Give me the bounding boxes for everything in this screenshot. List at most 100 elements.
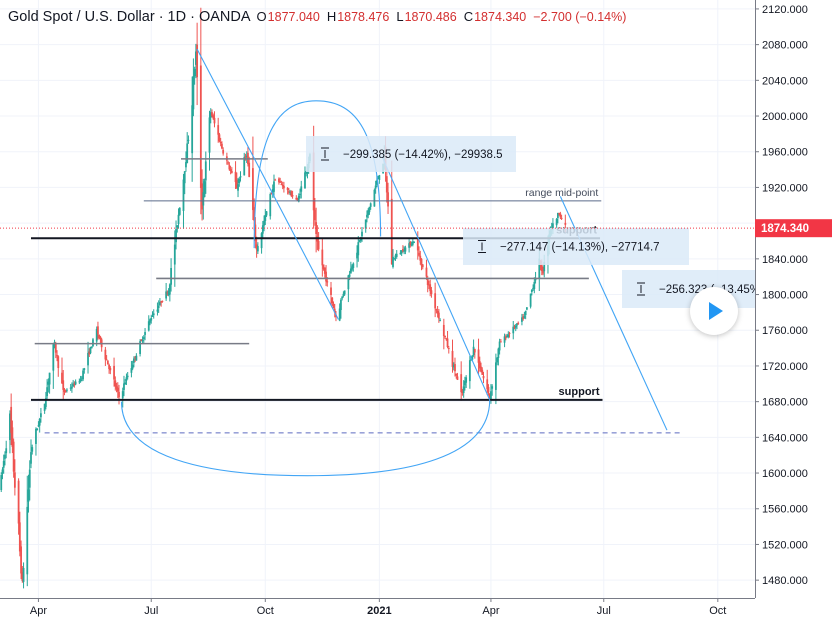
candle	[413, 241, 415, 244]
candle	[62, 370, 65, 400]
candle	[248, 156, 251, 178]
candle-body	[473, 349, 476, 353]
candle-body	[524, 310, 527, 316]
candle-body	[542, 270, 544, 274]
candle-body	[264, 215, 267, 221]
candle	[123, 375, 125, 397]
candle-body	[5, 448, 8, 454]
candle	[79, 375, 82, 383]
candle	[28, 460, 31, 501]
candle	[290, 190, 293, 198]
candle	[239, 171, 242, 182]
candle	[185, 151, 187, 172]
candle-body	[393, 257, 396, 259]
candle	[89, 346, 92, 355]
candle	[176, 224, 179, 233]
candle-body	[330, 287, 332, 295]
candle	[425, 259, 428, 280]
candle-body	[538, 258, 541, 279]
candle	[278, 177, 280, 185]
candle-body	[47, 381, 50, 385]
candle	[558, 212, 561, 216]
candle	[213, 111, 216, 128]
candle-body	[411, 241, 414, 245]
candle	[451, 339, 454, 373]
candle	[193, 66, 196, 85]
candle	[109, 366, 112, 375]
candle	[435, 308, 438, 314]
candle-body	[125, 377, 128, 381]
candle-body	[202, 192, 205, 206]
symbol-title: Gold Spot / U.S. Dollar · 1D · OANDA	[8, 9, 251, 25]
candle-body	[82, 370, 84, 380]
price-tick-label: 2080.000	[762, 40, 808, 52]
candle-body	[227, 162, 230, 164]
candle	[61, 357, 63, 384]
candle-body	[369, 203, 372, 207]
candle	[416, 231, 419, 260]
candle	[64, 389, 67, 393]
candle-body	[123, 383, 125, 390]
candle	[254, 217, 257, 249]
candle	[196, 22, 199, 106]
candle	[130, 360, 133, 378]
candle	[26, 475, 29, 587]
candle-body	[105, 359, 108, 361]
candle-body	[402, 248, 404, 252]
candle	[140, 338, 143, 342]
candle-body	[4, 454, 6, 459]
price-axis-bg	[755, 0, 832, 622]
candle-body	[204, 161, 207, 181]
candle	[456, 372, 459, 381]
candle	[0, 472, 3, 493]
candle-body	[46, 387, 49, 397]
candle-body	[435, 309, 438, 311]
candle	[333, 303, 336, 318]
candle	[168, 283, 171, 302]
candle-body	[183, 171, 186, 184]
candle-body	[487, 386, 490, 393]
candle-body	[429, 284, 432, 292]
candle-body	[273, 181, 275, 192]
candle	[273, 174, 275, 198]
candle-body	[0, 475, 3, 491]
candle-body	[304, 172, 306, 189]
candle	[506, 333, 508, 338]
candle-body	[419, 255, 422, 261]
downtrend-line-2	[381, 155, 491, 401]
play-button[interactable]	[690, 287, 738, 335]
candle-body	[72, 383, 75, 387]
candle	[315, 207, 318, 253]
candle-body	[245, 155, 248, 157]
candle-body	[322, 264, 325, 269]
candle-body	[193, 69, 196, 77]
candle	[514, 323, 517, 332]
candle	[90, 346, 93, 349]
candle-body	[229, 169, 232, 171]
candle	[66, 388, 68, 393]
candle-body	[221, 143, 223, 149]
candle-body	[239, 176, 242, 178]
close-value: 1874.340	[474, 10, 527, 24]
candle	[40, 407, 42, 423]
candle	[269, 192, 272, 220]
candle-body	[144, 332, 146, 335]
candle-body	[92, 339, 94, 347]
candle	[421, 263, 424, 270]
candle	[37, 421, 40, 428]
candle-body	[62, 380, 65, 390]
candle	[529, 293, 532, 309]
candle-body	[437, 312, 440, 319]
candle-body	[147, 321, 150, 331]
candle	[13, 459, 16, 496]
candle	[152, 309, 155, 319]
candle	[473, 348, 476, 359]
candle	[331, 297, 334, 306]
candle-body	[280, 184, 283, 186]
candle-body	[219, 142, 222, 144]
candle-body	[460, 374, 463, 393]
current-price-label: 1874.340	[761, 223, 809, 235]
candle	[256, 242, 259, 254]
